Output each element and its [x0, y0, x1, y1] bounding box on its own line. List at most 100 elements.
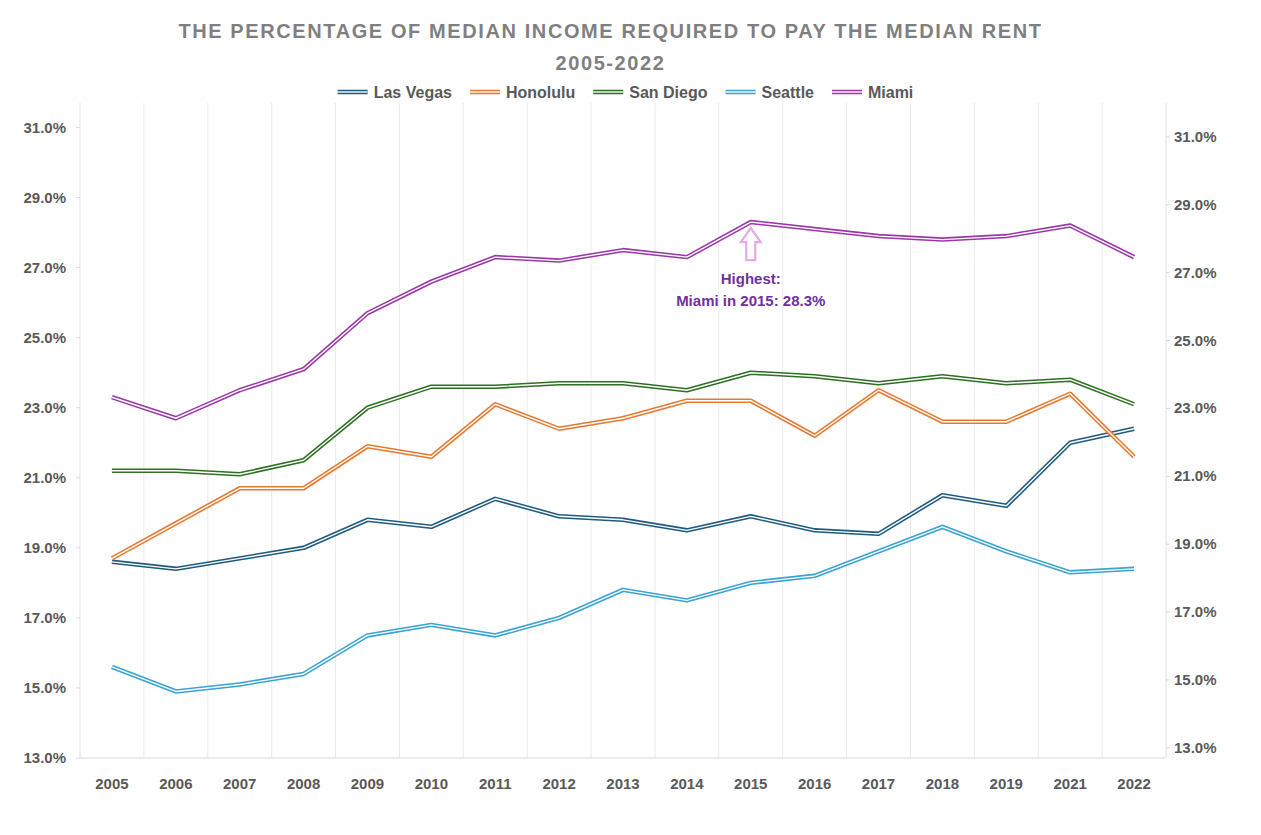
x-tick-label: 2012 — [542, 775, 575, 792]
grid-line — [846, 103, 847, 758]
series-4 — [112, 222, 1134, 418]
legend-label: San Diego — [629, 84, 707, 101]
y-tick-label: 13.0% — [23, 749, 66, 766]
y2-tick — [1166, 204, 1170, 205]
y-tick — [76, 337, 80, 338]
y-tick — [76, 477, 80, 478]
y-axis-line — [80, 103, 81, 758]
series-1 — [112, 390, 1134, 558]
y-tick-label: 21.0% — [23, 469, 66, 486]
y2-tick-label: 21.0% — [1174, 467, 1217, 484]
y-tick-label: 31.0% — [23, 119, 66, 136]
legend-swatch-inner — [593, 91, 623, 92]
series-2 — [112, 373, 1134, 475]
series-line-inner — [112, 222, 1134, 418]
y-tick-label: 19.0% — [23, 539, 66, 556]
series-3 — [112, 527, 1134, 692]
grid-line — [1038, 103, 1039, 758]
grid-line — [654, 103, 655, 758]
legend-swatch-inner — [338, 91, 368, 92]
legend-swatch — [470, 90, 500, 95]
grid — [80, 103, 1166, 758]
legend-swatch — [832, 90, 862, 95]
legend-swatch-inner — [726, 91, 756, 92]
grid-line — [527, 103, 528, 758]
grid-line — [591, 103, 592, 758]
y2-tick-label: 31.0% — [1174, 128, 1217, 145]
legend-label: Miami — [868, 84, 913, 101]
y2-tick-label: 23.0% — [1174, 399, 1217, 416]
x-tick-label: 2022 — [1117, 775, 1150, 792]
chart: THE PERCENTAGE OF MEDIAN INCOME REQUIRED… — [0, 0, 1261, 835]
y2-tick — [1166, 679, 1170, 680]
title: THE PERCENTAGE OF MEDIAN INCOME REQUIRED… — [178, 20, 1042, 42]
y2-tick-label: 29.0% — [1174, 196, 1217, 213]
x-tick-label: 2018 — [926, 775, 959, 792]
legend-swatch — [726, 90, 756, 95]
subtitle: 2005-2022 — [555, 52, 665, 74]
y2-tick — [1166, 612, 1170, 613]
x-tick-label: 2013 — [606, 775, 639, 792]
x-tick-label: 2019 — [990, 775, 1023, 792]
grid-line — [782, 103, 783, 758]
y-tick-label: 25.0% — [23, 329, 66, 346]
background — [0, 0, 1261, 835]
x-tick-label: 2011 — [479, 775, 512, 792]
x-tick-label: 2014 — [670, 775, 704, 792]
y-tick — [76, 407, 80, 408]
y-tick-label: 27.0% — [23, 259, 66, 276]
title-group: THE PERCENTAGE OF MEDIAN INCOME REQUIRED… — [178, 20, 1042, 74]
y-tick — [76, 758, 80, 759]
y-tick-label: 29.0% — [23, 189, 66, 206]
axes: 13.0%15.0%17.0%19.0%21.0%23.0%25.0%27.0%… — [23, 103, 1216, 792]
y2-tick — [1166, 544, 1170, 545]
x-tick-label: 2006 — [159, 775, 192, 792]
y-tick — [76, 127, 80, 128]
x-tick-label: 2010 — [415, 775, 448, 792]
x-tick-label: 2015 — [734, 775, 767, 792]
y2-tick — [1166, 408, 1170, 409]
series-line-inner — [112, 527, 1134, 692]
legend-label: Seattle — [762, 84, 815, 101]
legend-label: Las Vegas — [374, 84, 452, 101]
legend: Las Vegas Honolulu San Diego Seattle Miami — [338, 84, 914, 101]
annotations: Highest:Miami in 2015: 28.3% — [676, 228, 825, 309]
grid-line — [910, 103, 911, 758]
grid-line — [143, 103, 144, 758]
series-line — [112, 527, 1134, 692]
x-tick-label: 2007 — [223, 775, 256, 792]
y2-tick-label: 27.0% — [1174, 264, 1217, 281]
y-tick — [76, 267, 80, 268]
series-line — [112, 390, 1134, 558]
series-line — [112, 222, 1134, 418]
y2-tick-label: 15.0% — [1174, 671, 1217, 688]
series-line-inner — [112, 373, 1134, 475]
series-line — [112, 373, 1134, 475]
grid-line — [335, 103, 336, 758]
y-tick — [76, 547, 80, 548]
grid-line — [1102, 103, 1103, 758]
plot-area — [112, 222, 1134, 691]
x-tick-label: 2016 — [798, 775, 831, 792]
series-line-inner — [112, 429, 1134, 569]
y2-tick — [1166, 136, 1170, 137]
x-axis-line — [80, 758, 1166, 759]
y-tick-label: 23.0% — [23, 399, 66, 416]
y-tick — [76, 617, 80, 618]
x-tick-label: 2017 — [862, 775, 895, 792]
y2-tick-label: 19.0% — [1174, 535, 1217, 552]
legend-label: Honolulu — [506, 84, 575, 101]
y2-axis-line — [1166, 103, 1167, 758]
grid-line — [974, 103, 975, 758]
legend-swatch — [593, 90, 623, 95]
annotation-text: Miami in 2015: 28.3% — [676, 292, 825, 309]
grid-line — [1166, 103, 1167, 758]
annotation-arrow — [741, 228, 761, 260]
legend-swatch-inner — [832, 91, 862, 92]
y2-tick — [1166, 476, 1170, 477]
grid-line — [271, 103, 272, 758]
grid-line — [80, 103, 81, 758]
y-tick — [76, 687, 80, 688]
y-tick-label: 15.0% — [23, 679, 66, 696]
y2-tick-label: 25.0% — [1174, 332, 1217, 349]
